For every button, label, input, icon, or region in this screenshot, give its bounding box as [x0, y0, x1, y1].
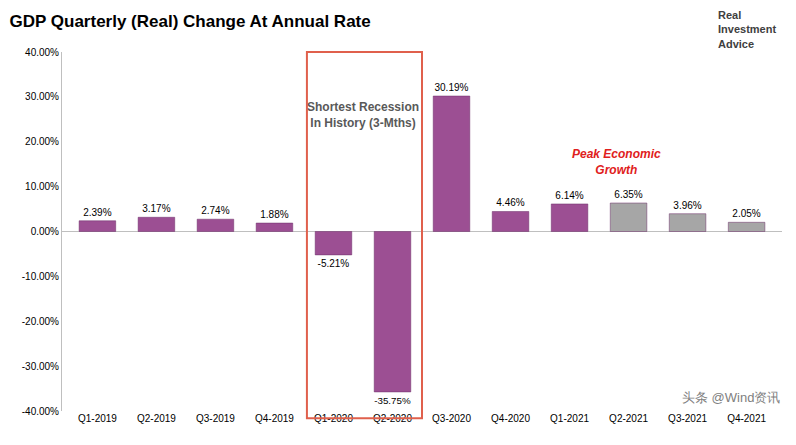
svg-text:Q2-2021: Q2-2021 — [609, 413, 648, 424]
svg-text:Q2-2019: Q2-2019 — [137, 413, 176, 424]
svg-text:Q4-2019: Q4-2019 — [255, 413, 294, 424]
svg-text:Peak EconomicGrowth: Peak EconomicGrowth — [572, 147, 661, 177]
svg-text:Q4-2020: Q4-2020 — [491, 413, 530, 424]
svg-text:0.00%: 0.00% — [31, 226, 59, 237]
svg-text:3.17%: 3.17% — [142, 203, 170, 214]
svg-text:30.19%: 30.19% — [434, 82, 468, 93]
svg-text:3.96%: 3.96% — [673, 200, 701, 211]
svg-text:RealInvestmentAdvice: RealInvestmentAdvice — [718, 9, 776, 50]
svg-text:-5.21%: -5.21% — [318, 258, 350, 269]
svg-text:头条 @Wind资讯: 头条 @Wind资讯 — [682, 390, 780, 405]
svg-text:-20.00%: -20.00% — [22, 316, 59, 327]
svg-text:6.35%: 6.35% — [614, 189, 642, 200]
svg-text:Shortest RecessionIn History (: Shortest RecessionIn History (3-Mths) — [307, 100, 419, 130]
svg-text:4.46%: 4.46% — [496, 197, 524, 208]
svg-text:-40.00%: -40.00% — [22, 406, 59, 417]
svg-text:Q4-2021: Q4-2021 — [727, 413, 766, 424]
svg-text:6.14%: 6.14% — [555, 190, 583, 201]
svg-text:Q3-2020: Q3-2020 — [432, 413, 471, 424]
svg-text:2.74%: 2.74% — [201, 205, 229, 216]
svg-text:40.00%: 40.00% — [25, 47, 59, 58]
svg-text:2.05%: 2.05% — [732, 208, 760, 219]
svg-text:-10.00%: -10.00% — [22, 271, 59, 282]
svg-text:2.39%: 2.39% — [83, 207, 111, 218]
svg-text:Q1-2020: Q1-2020 — [314, 413, 353, 424]
svg-text:1.88%: 1.88% — [260, 209, 288, 220]
svg-text:20.00%: 20.00% — [25, 136, 59, 147]
svg-text:-30.00%: -30.00% — [22, 361, 59, 372]
svg-text:Q1-2021: Q1-2021 — [550, 413, 589, 424]
svg-text:10.00%: 10.00% — [25, 181, 59, 192]
svg-text:Q2-2020: Q2-2020 — [373, 413, 412, 424]
svg-text:30.00%: 30.00% — [25, 91, 59, 102]
svg-text:Q3-2019: Q3-2019 — [196, 413, 235, 424]
svg-text:Q1-2019: Q1-2019 — [78, 413, 117, 424]
svg-text:Q3-2021: Q3-2021 — [668, 413, 707, 424]
svg-text:-35.75%: -35.75% — [374, 395, 411, 406]
svg-text:GDP Quarterly (Real) Change At: GDP Quarterly (Real) Change At Annual Ra… — [10, 12, 371, 31]
